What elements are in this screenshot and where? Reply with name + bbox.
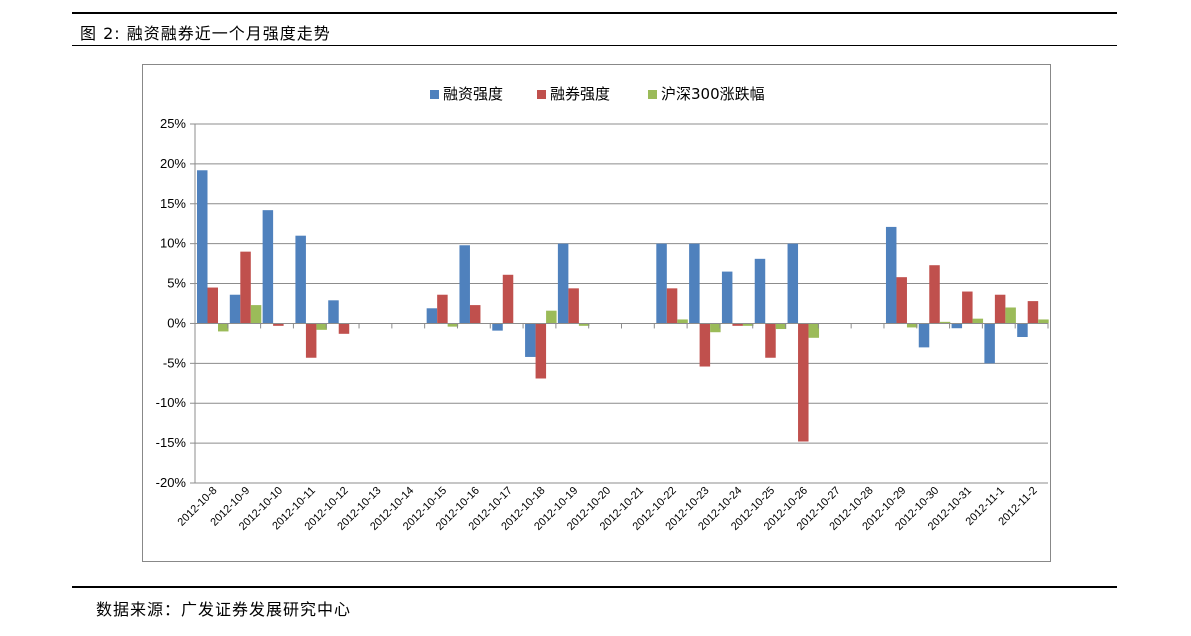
y-tick-label: 10% (160, 236, 186, 251)
chart-frame: 25% 20% 15% 10% 5% 0% -5% -10% -15% -20% 2012-10-8… (142, 64, 1051, 562)
bar-financing (557, 243, 569, 324)
bar-short-selling (666, 288, 678, 324)
top-rule (72, 12, 1117, 14)
bar-short-selling (699, 323, 711, 367)
bar-short-selling (437, 294, 448, 324)
bottom-rule (72, 586, 1117, 588)
bar-short-selling (798, 323, 809, 442)
bar-chart: 25%20%15%10%5%0%-5%-10%-15%-20%2012-10-8… (156, 85, 1049, 533)
bar-short-selling (240, 251, 251, 324)
bar-csi300 (972, 318, 984, 324)
y-tick-label: 20% (160, 156, 186, 171)
bar-financing (229, 294, 241, 324)
bar-csi300 (250, 305, 262, 324)
bar-short-selling (568, 288, 579, 324)
y-tick-label: -15% (156, 435, 187, 450)
bar-financing (951, 323, 963, 329)
bar-financing (459, 245, 470, 324)
bar-csi300 (742, 323, 754, 326)
bar-short-selling (338, 323, 350, 334)
bar-csi300 (316, 323, 327, 330)
bar-financing (426, 308, 438, 324)
bar-short-selling (765, 323, 776, 358)
bar-csi300 (710, 323, 721, 333)
bar-financing (262, 210, 274, 324)
bar-financing (295, 235, 306, 324)
legend-swatch (648, 90, 657, 99)
bar-csi300 (578, 323, 590, 326)
bar-csi300 (218, 323, 229, 332)
bar-short-selling (305, 323, 317, 358)
bar-csi300 (447, 323, 459, 327)
y-tick-label: 15% (160, 196, 186, 211)
bar-financing (525, 323, 536, 357)
y-tick-label: 0% (167, 315, 186, 330)
source-note: 数据来源：广发证券发展研究中心 (96, 600, 352, 619)
bar-short-selling (469, 305, 481, 324)
bar-csi300 (546, 310, 557, 324)
bar-short-selling (732, 323, 743, 326)
title-underline (72, 45, 1117, 46)
bar-short-selling (994, 294, 1006, 324)
figure-title: 图 2: 融资融券近一个月强度走势 (80, 24, 331, 43)
y-tick-label: -10% (156, 395, 187, 410)
bar-csi300 (1038, 319, 1049, 324)
y-tick-label: -20% (156, 475, 187, 490)
bar-csi300 (906, 323, 918, 328)
bar-financing (689, 243, 700, 324)
gridlines (195, 123, 1048, 484)
bar-financing (1017, 323, 1028, 338)
bar-csi300 (939, 321, 951, 324)
bar-financing (328, 300, 339, 324)
legend-label: 融资强度 (443, 85, 503, 103)
bar-financing (918, 323, 930, 348)
y-tick-label: 5% (167, 276, 186, 291)
bar-financing (787, 243, 799, 324)
bar-financing (492, 323, 503, 331)
bars (197, 170, 1049, 442)
bar-financing (754, 258, 766, 324)
legend-swatch (537, 90, 546, 99)
bar-short-selling (962, 291, 973, 324)
y-tick-label: -5% (163, 355, 187, 370)
legend-label: 沪深300涨跌幅 (661, 85, 765, 103)
legend-swatch (430, 90, 439, 99)
y-tick-label: 25% (160, 116, 186, 131)
bar-short-selling (535, 323, 547, 379)
bar-short-selling (896, 277, 907, 324)
bar-csi300 (808, 323, 820, 338)
bar-short-selling (929, 265, 940, 324)
bar-short-selling (1027, 301, 1039, 324)
legend: 融资强度 融券强度 沪深300涨跌幅 (430, 85, 765, 103)
bar-csi300 (1005, 307, 1016, 324)
bar-financing (885, 226, 897, 324)
bar-short-selling (207, 287, 218, 324)
bar-financing (197, 170, 208, 324)
bar-csi300 (775, 323, 787, 330)
bar-financing (721, 271, 733, 324)
bar-short-selling (502, 274, 514, 324)
bar-financing (984, 323, 995, 364)
legend-label: 融券强度 (550, 85, 610, 103)
bar-financing (656, 243, 667, 324)
bar-csi300 (677, 319, 688, 324)
bar-short-selling (273, 323, 284, 326)
